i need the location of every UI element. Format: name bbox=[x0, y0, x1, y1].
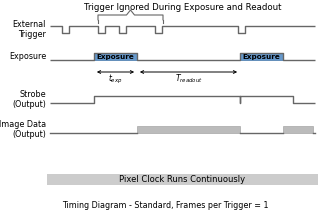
Text: Exposure: Exposure bbox=[9, 52, 46, 61]
Text: Exposure: Exposure bbox=[243, 54, 280, 60]
Text: Timing Diagram - Standard, Frames per Trigger = 1: Timing Diagram - Standard, Frames per Tr… bbox=[62, 201, 268, 210]
Text: Image Data
(Output): Image Data (Output) bbox=[0, 120, 46, 139]
Text: $\mathit{t}_{exp}$: $\mathit{t}_{exp}$ bbox=[108, 72, 123, 86]
Text: Pixel Clock Runs Continuously: Pixel Clock Runs Continuously bbox=[119, 175, 246, 184]
Text: $\mathit{T}_{readout}$: $\mathit{T}_{readout}$ bbox=[175, 72, 202, 85]
Bar bbox=[137, 126, 240, 133]
Bar bbox=[283, 126, 313, 133]
Bar bbox=[240, 53, 283, 60]
Bar bbox=[47, 174, 318, 185]
Text: Exposure: Exposure bbox=[97, 54, 134, 60]
Text: Trigger Ignored During Exposure and Readout: Trigger Ignored During Exposure and Read… bbox=[84, 3, 282, 12]
Bar bbox=[94, 53, 137, 60]
Text: Strobe
(Output): Strobe (Output) bbox=[12, 90, 46, 109]
Text: External
Trigger: External Trigger bbox=[13, 20, 46, 39]
